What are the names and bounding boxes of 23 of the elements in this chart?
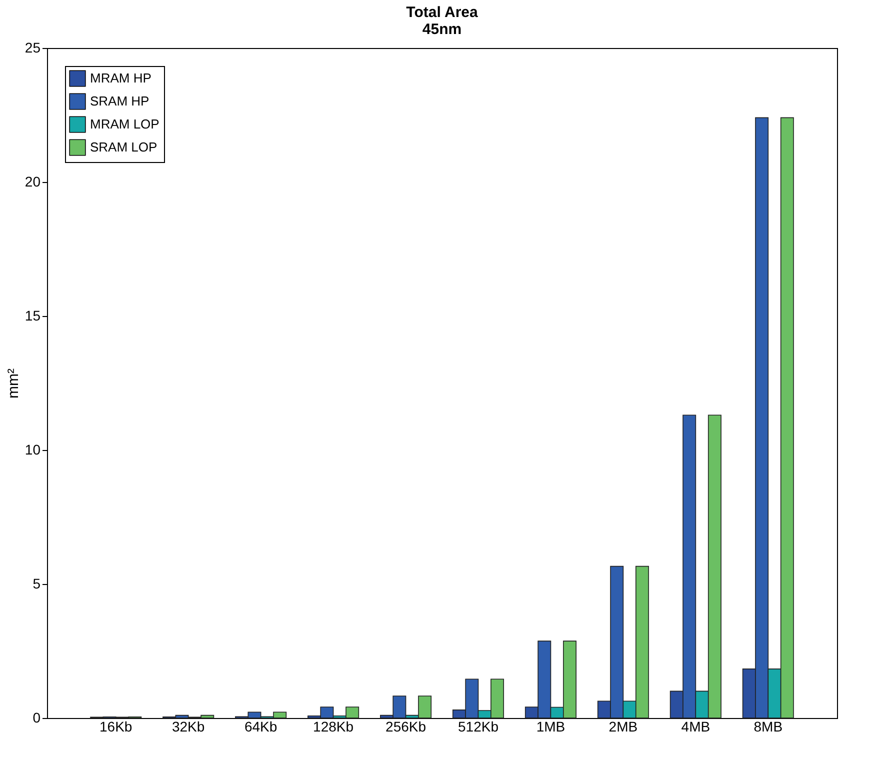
y-tick-label: 25 (24, 40, 41, 56)
text: Total Area (406, 4, 478, 21)
x-tick-label: 64Kb (244, 718, 278, 734)
y-tick-label: 10 (24, 442, 41, 458)
text: 45nm (422, 21, 462, 38)
y-axis-title: mm² (4, 368, 22, 398)
x-tick-label: 512Kb (458, 718, 499, 734)
x-tick-label: 4MB (681, 718, 710, 734)
x-tick-label: 128Kb (313, 718, 354, 734)
x-tick-label: 16Kb (100, 718, 132, 734)
x-tick-label: 8MB (754, 718, 783, 734)
x-tick-label: 256Kb (386, 718, 426, 734)
legend-label: SRAM HP (90, 94, 150, 108)
legend-label: SRAM LOP (90, 140, 158, 154)
x-tick-label: 32Kb (172, 718, 205, 734)
y-tick-label: 15 (24, 308, 41, 324)
x-tick-label: 1MB (536, 718, 566, 734)
x-tick-label: 2MB (608, 718, 638, 734)
legend-label: MRAM LOP (90, 116, 160, 132)
y-tick-label: 5 (32, 576, 41, 592)
y-tick-label: 20 (24, 174, 41, 190)
legend-label: MRAM HP (90, 70, 152, 86)
y-tick-label: 0 (32, 710, 41, 726)
